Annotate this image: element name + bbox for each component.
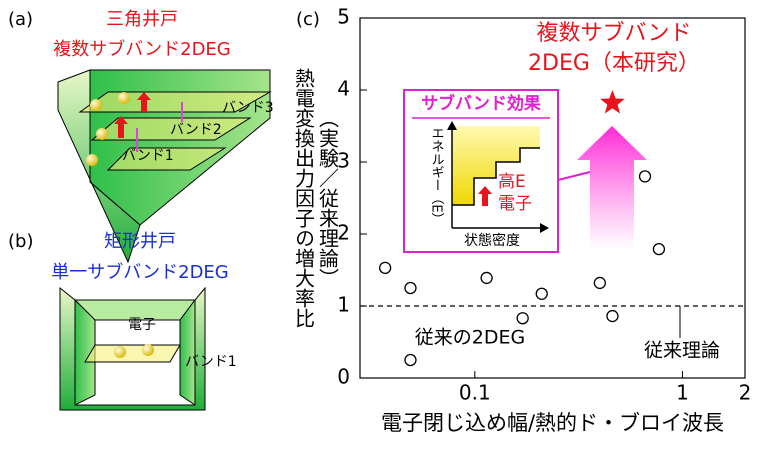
annotation: 複数サブバンド: [536, 21, 691, 46]
inset-label: 高E: [498, 172, 526, 192]
electron: [142, 344, 154, 356]
y-tick-label: 0: [337, 365, 350, 389]
arrow: [114, 116, 128, 138]
electron: [86, 154, 98, 166]
band-plane: [84, 344, 181, 363]
y-axis-label: （実験／従来理論）: [316, 108, 340, 288]
point: [535, 287, 548, 300]
arrow: [137, 92, 151, 112]
annotation: 2DEG（本研究）: [528, 51, 700, 76]
panel-label: (b): [8, 231, 33, 252]
point: [378, 261, 392, 274]
point: [606, 309, 619, 323]
diagram-a: (a) 三角井戸 複数サブバンド2DEG バンド1 バンド2 バンド3: [8, 9, 274, 264]
y-axis-label: 熱電変換出力因子の増大率比: [292, 68, 316, 328]
electron: [96, 128, 108, 140]
band-label: バンド1: [185, 354, 237, 370]
point: [652, 242, 666, 256]
point: [404, 281, 417, 295]
electron: [114, 346, 126, 358]
x-tick-label: 2: [739, 381, 752, 405]
diagram-b: (b) 矩形井戸 単一サブバンド2DEG 電子 バンド1: [8, 231, 237, 411]
y-tick-label: 4: [337, 77, 350, 101]
dos-line: [452, 147, 540, 206]
point: [404, 353, 417, 367]
y-tick-label: 5: [337, 5, 350, 29]
band-label: バンド1: [122, 148, 174, 164]
y-tick-label: 2: [337, 221, 350, 245]
panel-label: (c): [296, 9, 320, 30]
well-wall: [57, 69, 141, 264]
band-label: バンド2: [170, 122, 222, 138]
electron-label: 電子: [128, 317, 156, 333]
inset-label: 電子: [498, 194, 532, 214]
band-plane: [106, 147, 227, 171]
x-axis-label: 電子閉じ込め幅/熱的ド・ブロイ波長: [381, 411, 724, 435]
inset-arrow: [478, 186, 492, 206]
diagram-subtitle: 単一サブバンド2DEG: [51, 261, 229, 283]
inset-title: サブバンド効果: [421, 93, 541, 114]
annotation: 従来の2DEG: [415, 327, 525, 349]
point: [638, 170, 652, 183]
x-tick-label: 0.1: [459, 381, 491, 405]
point: [480, 271, 493, 285]
inset-x-label: 状態密度: [464, 232, 520, 249]
reference-label: 従来理論: [644, 340, 720, 362]
effect-arrow: [577, 126, 647, 250]
point: [600, 90, 625, 114]
point: [516, 312, 529, 325]
panel-label: (a): [8, 9, 33, 30]
diagram-title: 矩形井戸: [104, 231, 176, 252]
diagram-subtitle: 複数サブバンド2DEG: [53, 38, 231, 60]
diagram-title: 三角井戸: [106, 9, 178, 30]
well-wall: [179, 298, 196, 406]
plot-frame: [359, 17, 746, 379]
band-label: バンド3: [222, 100, 274, 116]
x-tick-label: 1: [676, 381, 689, 405]
y-tick-label: 3: [337, 149, 350, 173]
electron: [118, 92, 130, 104]
electron: [90, 99, 102, 111]
well-wall: [74, 298, 96, 406]
inset-y-label: エネルギー（E）: [429, 126, 445, 225]
y-tick-label: 1: [337, 293, 350, 317]
point: [593, 276, 606, 290]
connector: [557, 171, 591, 181]
